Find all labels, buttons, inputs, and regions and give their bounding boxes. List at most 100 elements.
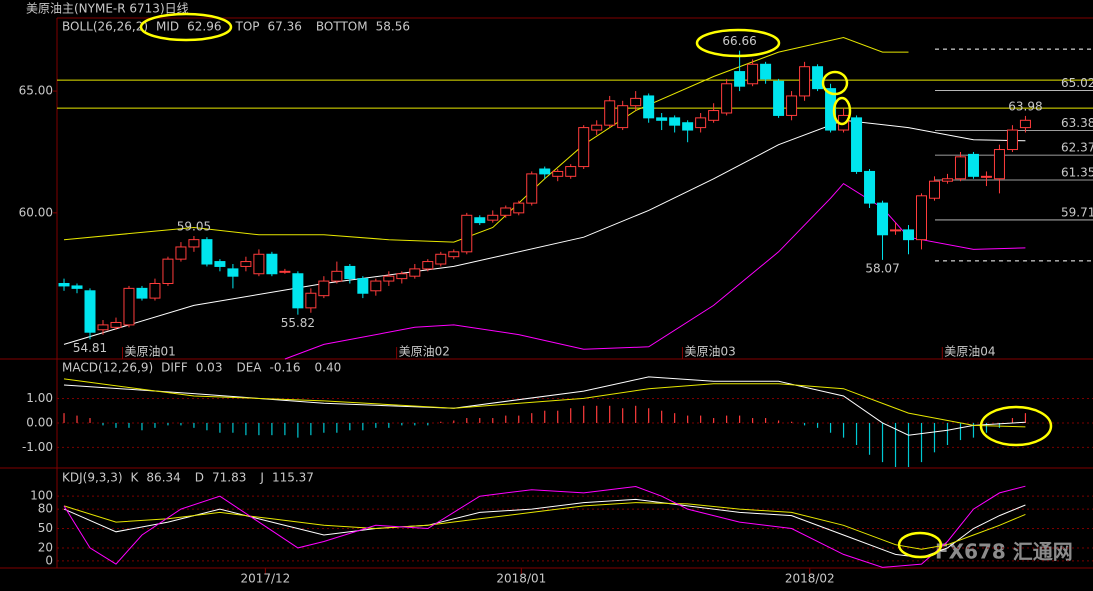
price-label: 54.81	[73, 341, 107, 355]
candle-body	[58, 282, 70, 287]
candle-body	[928, 180, 940, 199]
x-tick-label: 2018/02	[785, 572, 835, 586]
candle-body	[695, 117, 707, 129]
y-tick-label: 50	[38, 521, 53, 535]
candle-body	[851, 117, 863, 172]
candle-body	[526, 173, 538, 204]
candle-body	[980, 175, 992, 178]
candle-body	[448, 251, 460, 258]
indicator-line	[63, 378, 1026, 428]
candle-body	[318, 280, 330, 297]
x-tick-label: 美原油03	[684, 345, 735, 359]
candle-body	[201, 239, 213, 265]
price-label: 59.05	[177, 219, 211, 233]
candle-body	[916, 195, 928, 241]
legend-text: BOTTOM	[316, 20, 368, 34]
legend-text: 58.56	[376, 20, 410, 34]
candle-body	[474, 217, 486, 224]
candle-body	[578, 127, 590, 168]
candle-body	[71, 285, 83, 289]
ellipse	[695, 28, 781, 58]
candle-body	[162, 258, 174, 284]
candle-body	[954, 156, 966, 180]
level-label: 62.37	[1061, 141, 1093, 155]
x-tick-label: 美原油04	[944, 345, 995, 359]
indicator-line	[63, 502, 1026, 550]
x-tick-label: 2018/01	[496, 572, 546, 586]
candle-body	[812, 66, 824, 90]
candle-body	[941, 178, 953, 182]
y-tick-label: 1.00	[26, 391, 53, 405]
legend-text: 0.40	[315, 361, 342, 375]
price-label: 63.98	[1008, 99, 1042, 113]
candle-body	[773, 80, 785, 116]
candle-body	[967, 153, 979, 177]
y-tick-label: -1.00	[22, 440, 53, 454]
candle-body	[383, 275, 395, 282]
level-label: 65.02	[1061, 76, 1093, 90]
candle-body	[760, 63, 772, 80]
ellipse	[139, 12, 233, 42]
legend-text: 86.34	[146, 471, 180, 485]
y-tick-label: 20	[38, 540, 53, 554]
candle-body	[487, 214, 499, 221]
y-tick-label: 100	[30, 489, 53, 503]
legend-text: MID	[156, 20, 179, 34]
candle-body	[136, 287, 148, 299]
candle-body	[604, 100, 616, 126]
candle-body	[552, 170, 564, 177]
candle-body	[409, 268, 421, 277]
price-label: 58.07	[865, 261, 899, 275]
candle-body	[890, 229, 902, 232]
legend-text: BOLL(26,26,2)	[62, 20, 148, 34]
legend-text: J	[259, 471, 264, 485]
candle-body	[370, 280, 382, 292]
candle-body	[344, 265, 356, 280]
candle-body	[266, 253, 278, 275]
x-tick-label: 美原油01	[124, 345, 175, 359]
candle-body	[331, 270, 343, 282]
legend-text: K	[131, 471, 140, 485]
x-tick-label: 2017/12	[240, 572, 290, 586]
indicator-line	[63, 36, 909, 243]
legend-text: -0.16	[269, 361, 300, 375]
candle-body	[877, 202, 889, 236]
legend-text: TOP	[235, 20, 260, 34]
legend-text: DEA	[236, 361, 262, 375]
candle-body	[227, 268, 239, 277]
indicator-line	[63, 485, 1026, 568]
y-tick-label: 60.00	[19, 205, 53, 219]
y-tick-label: 0	[45, 553, 53, 567]
candle-body	[993, 149, 1005, 180]
watermark: FX678 汇通网	[935, 540, 1073, 564]
candle-body	[591, 124, 603, 131]
legend-text: 62.96	[187, 20, 221, 34]
candle-body	[279, 270, 291, 273]
level-label: 59.71	[1061, 205, 1093, 219]
ellipse	[897, 531, 943, 559]
candle-body	[656, 117, 668, 121]
candle-body	[747, 63, 759, 85]
indicator-line	[284, 182, 1026, 360]
candle-body	[500, 207, 512, 216]
candle-body	[84, 290, 96, 333]
candle-body	[539, 168, 551, 175]
y-tick-label: 65.00	[19, 84, 53, 98]
candle-body	[864, 170, 876, 204]
candle-body	[734, 71, 746, 87]
legend-text: KDJ(9,3,3)	[62, 471, 123, 485]
level-label: 61.35	[1061, 165, 1093, 179]
candle-body	[721, 83, 733, 114]
y-tick-label: 0.00	[26, 415, 53, 429]
legend-text: MACD(12,26,9)	[62, 361, 153, 375]
candle-body	[305, 292, 317, 309]
highlight-ellipses	[139, 12, 1053, 559]
candle-body	[825, 88, 837, 131]
legend-text: DIFF	[161, 361, 188, 375]
chart-title: 美原油主(NYME-R 6713)日线	[26, 2, 189, 16]
candle-body	[292, 273, 304, 309]
candle-body	[708, 110, 720, 121]
candle-body	[682, 122, 694, 131]
candle-body	[110, 321, 122, 328]
